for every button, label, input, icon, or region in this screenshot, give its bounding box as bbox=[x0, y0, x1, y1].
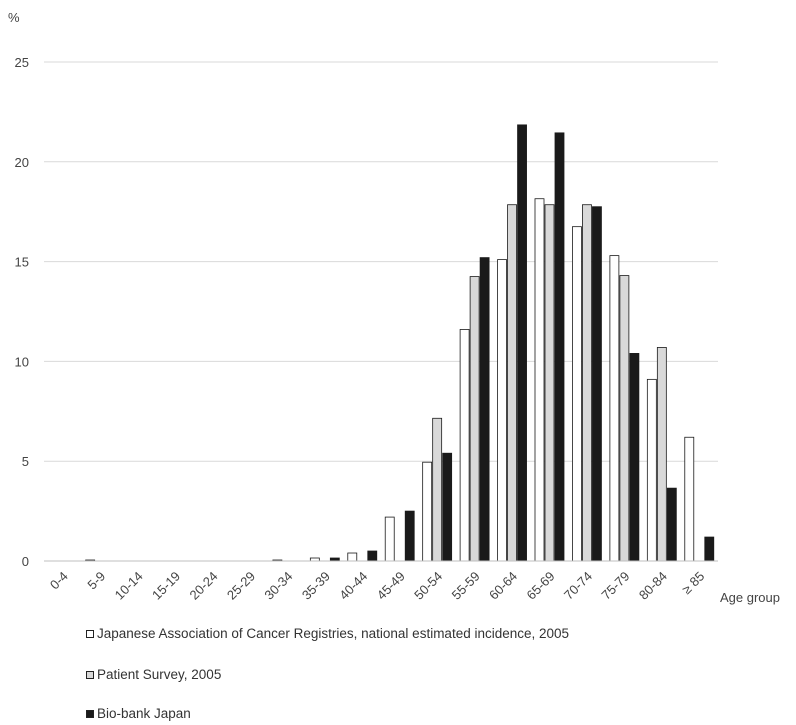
x-tick-label: 40-44 bbox=[336, 569, 370, 603]
x-tick-label: 50-54 bbox=[411, 569, 445, 603]
x-tick-label: 0-4 bbox=[47, 569, 71, 593]
bar-series-2-55-59 bbox=[479, 257, 490, 562]
legend-swatch-biobank bbox=[86, 709, 94, 718]
x-tick-label: 10-14 bbox=[112, 569, 146, 603]
x-tick-label: 55-59 bbox=[449, 569, 483, 603]
bar-series-2-80-84 bbox=[666, 487, 677, 562]
bar-series-1-75-79 bbox=[619, 275, 630, 562]
legend-label-patient-survey: Patient Survey, 2005 bbox=[97, 667, 222, 682]
x-tick-label: 65-69 bbox=[524, 569, 558, 603]
bar-series-1-60-64 bbox=[507, 204, 517, 562]
bar-series-0-40-44 bbox=[347, 552, 358, 562]
bar-series-2-60-64 bbox=[517, 124, 527, 562]
bar-series-0-50-54 bbox=[422, 461, 433, 562]
x-tick-label: 15-19 bbox=[149, 569, 183, 603]
x-tick-label: 25-29 bbox=[224, 569, 258, 603]
bar-series-0-65-69 bbox=[534, 198, 545, 562]
y-tick-label: 20 bbox=[15, 155, 29, 170]
bar-series-2-45-49 bbox=[404, 510, 415, 562]
y-tick-label: 25 bbox=[15, 55, 29, 70]
bar-series-2-≥ 85 bbox=[704, 536, 715, 562]
x-tick-label: 35-39 bbox=[299, 569, 333, 603]
bar-series-1-65-69 bbox=[544, 204, 555, 562]
y-tick-labels: 0 5 10 15 20 25 bbox=[15, 55, 29, 569]
x-tick-label: 30-34 bbox=[261, 569, 295, 603]
y-unit-label: % bbox=[8, 10, 20, 25]
legend-item-jacr: Japanese Association of Cancer Registrie… bbox=[86, 626, 569, 641]
x-tick-label: 75-79 bbox=[598, 569, 632, 603]
bar-series-2-75-79 bbox=[629, 353, 640, 562]
legend-swatch-jacr bbox=[86, 629, 94, 638]
x-tick-label: 20-24 bbox=[187, 569, 221, 603]
x-tick-label: ≥ 85 bbox=[679, 569, 707, 597]
bar-series-1-70-74 bbox=[582, 204, 592, 562]
y-tick-label: 10 bbox=[15, 354, 29, 369]
x-tick-label: 70-74 bbox=[561, 569, 595, 603]
y-tick-label: 0 bbox=[22, 554, 29, 569]
bar-series-2-65-69 bbox=[554, 132, 565, 562]
x-tick-label: 45-49 bbox=[374, 569, 408, 603]
gridlines bbox=[44, 61, 718, 462]
x-tick-label: 60-64 bbox=[486, 569, 520, 603]
bar-series-1-55-59 bbox=[469, 276, 480, 562]
bar-series-0-80-84 bbox=[646, 378, 657, 562]
x-tick-labels: 0-4 5-9 10-14 15-19 20-24 25-29 30-34 35-39 40-4… bbox=[47, 569, 707, 603]
legend-item-biobank: Bio-bank Japan bbox=[86, 706, 191, 721]
bar-series-1-50-54 bbox=[432, 417, 443, 562]
bars bbox=[85, 124, 715, 562]
bar-series-0-75-79 bbox=[609, 255, 620, 562]
bar-series-0-55-59 bbox=[459, 329, 470, 562]
y-tick-label: 15 bbox=[15, 255, 29, 270]
y-tick-label: 5 bbox=[22, 454, 29, 469]
bar-series-2-40-44 bbox=[367, 550, 378, 562]
bar-series-0-45-49 bbox=[384, 516, 395, 562]
x-tick-label: 5-9 bbox=[84, 569, 108, 593]
x-axis-label: Age group bbox=[720, 590, 780, 605]
legend-item-patient-survey: Patient Survey, 2005 bbox=[86, 667, 221, 682]
bar-series-2-70-74 bbox=[592, 206, 602, 562]
bar-series-0-60-64 bbox=[497, 259, 507, 562]
bar-series-0-≥ 85 bbox=[684, 436, 695, 562]
bar-series-2-50-54 bbox=[442, 452, 453, 562]
legend-swatch-patient-survey bbox=[86, 670, 94, 679]
bar-series-1-80-84 bbox=[656, 347, 667, 562]
legend-label-jacr: Japanese Association of Cancer Registrie… bbox=[97, 626, 570, 641]
legend-label-biobank: Bio-bank Japan bbox=[97, 706, 191, 721]
x-tick-label: 80-84 bbox=[636, 569, 670, 603]
bar-series-0-70-74 bbox=[572, 226, 582, 562]
